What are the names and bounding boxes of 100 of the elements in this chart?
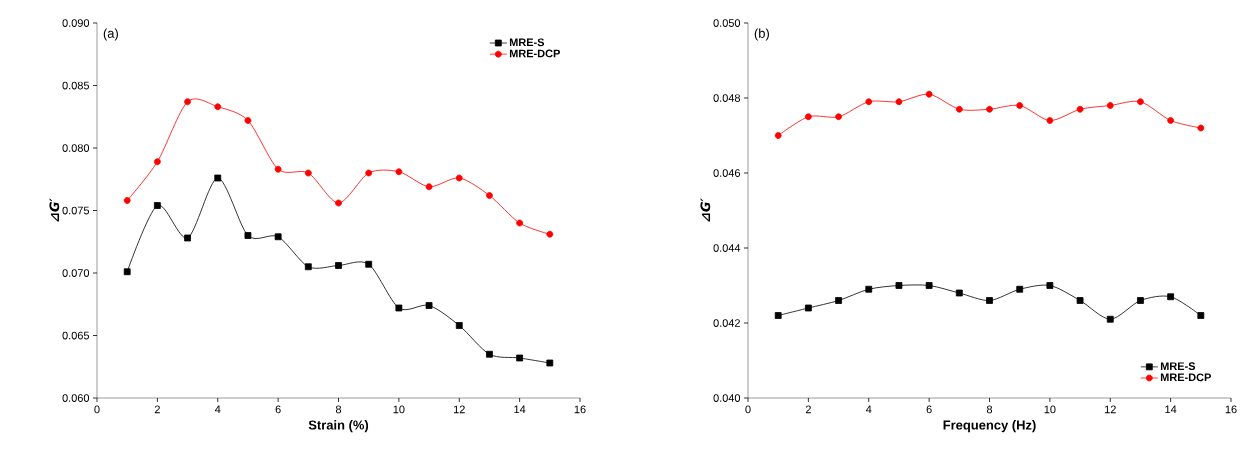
point xyxy=(986,105,993,113)
legend-label: MRE-S xyxy=(1160,362,1196,371)
y-tick-label: 0.075 xyxy=(62,206,90,215)
y-tick-label: 0.080 xyxy=(62,144,90,152)
y-tick-label: 0.050 xyxy=(713,19,741,27)
y-tick-label: 0.044 xyxy=(713,244,741,252)
point xyxy=(1106,102,1114,109)
point xyxy=(1137,98,1144,106)
point xyxy=(395,304,403,312)
point xyxy=(1167,117,1175,124)
point xyxy=(1197,312,1205,319)
point xyxy=(455,174,463,182)
x-axis-title: Strain (%) xyxy=(308,420,369,433)
point xyxy=(486,192,493,199)
point xyxy=(184,98,191,106)
point xyxy=(274,165,282,173)
point xyxy=(244,117,252,124)
x-tick-label: 0 xyxy=(94,405,100,414)
point xyxy=(123,268,131,276)
point xyxy=(1076,297,1084,304)
point xyxy=(986,297,993,304)
point xyxy=(774,132,782,139)
x-tick-label: 4 xyxy=(214,405,221,414)
point xyxy=(455,322,463,329)
x-tick-label: 10 xyxy=(1044,405,1056,414)
point xyxy=(304,169,312,177)
legend-label: MRE-S xyxy=(509,38,545,47)
x-tick-label: 12 xyxy=(1105,405,1116,414)
x-tick-label: 6 xyxy=(926,405,932,414)
point xyxy=(546,359,554,367)
point xyxy=(184,234,191,242)
point xyxy=(516,219,524,227)
point xyxy=(395,168,403,176)
x-tick-label: 14 xyxy=(1165,405,1177,414)
y-tick-label: 0.060 xyxy=(62,394,90,402)
x-tick-label: 8 xyxy=(335,405,342,414)
y-tick-label: 0.040 xyxy=(713,394,741,402)
point xyxy=(1016,285,1024,293)
point xyxy=(865,98,873,106)
point xyxy=(1167,293,1175,301)
point xyxy=(214,103,222,111)
x-tick-label: 16 xyxy=(1225,405,1237,414)
point xyxy=(1046,282,1054,289)
point xyxy=(365,169,373,177)
y-axis-title: ⊿G′ xyxy=(700,198,711,222)
point xyxy=(895,282,903,289)
point xyxy=(1046,117,1054,124)
point xyxy=(835,113,842,121)
y-axis-title: ⊿G′ xyxy=(49,198,60,222)
point xyxy=(804,113,812,121)
y-tick-label: 0.048 xyxy=(713,94,741,102)
point xyxy=(774,312,782,319)
x-tick-label: 0 xyxy=(745,405,751,414)
point xyxy=(1137,297,1144,304)
point xyxy=(1016,102,1024,109)
annotation: (a) xyxy=(103,28,118,41)
x-tick-label: 8 xyxy=(986,405,993,414)
point xyxy=(955,289,963,297)
y-tick-label: 0.046 xyxy=(713,169,741,177)
point xyxy=(835,297,842,304)
annotation: (b) xyxy=(754,28,769,41)
point xyxy=(335,262,342,269)
y-tick-label: 0.065 xyxy=(62,331,90,340)
point xyxy=(925,90,933,98)
x-tick-label: 12 xyxy=(453,405,465,414)
x-tick-label: 14 xyxy=(514,405,526,414)
x-tick-label: 4 xyxy=(865,405,872,414)
point xyxy=(244,232,252,239)
x-tick-label: 2 xyxy=(154,405,160,414)
point xyxy=(1076,105,1084,113)
x-tick-label: 2 xyxy=(805,405,811,414)
point xyxy=(516,354,524,362)
point xyxy=(274,233,282,241)
point xyxy=(335,199,342,207)
point xyxy=(425,302,433,309)
point xyxy=(1106,315,1114,323)
point xyxy=(365,260,373,268)
point xyxy=(546,230,554,238)
point xyxy=(865,285,873,293)
point xyxy=(486,350,493,358)
point xyxy=(955,105,963,113)
point xyxy=(1197,124,1205,132)
point xyxy=(123,197,131,204)
y-tick-label: 0.070 xyxy=(62,269,90,277)
point xyxy=(804,304,812,312)
point xyxy=(895,98,903,106)
y-tick-label: 0.090 xyxy=(62,19,90,27)
y-tick-label: 0.085 xyxy=(62,81,90,90)
point xyxy=(425,183,433,191)
point xyxy=(214,174,222,182)
x-tick-label: 10 xyxy=(393,405,405,414)
x-axis-title: Frequency (Hz) xyxy=(943,420,1036,433)
point xyxy=(153,202,161,209)
legend-label: MRE-DCP xyxy=(509,49,560,58)
point xyxy=(153,158,161,166)
x-tick-label: 16 xyxy=(574,405,586,414)
legend-label: MRE-DCP xyxy=(1160,373,1211,382)
point xyxy=(304,263,312,271)
point xyxy=(925,282,933,289)
y-tick-label: 0.042 xyxy=(713,319,740,327)
